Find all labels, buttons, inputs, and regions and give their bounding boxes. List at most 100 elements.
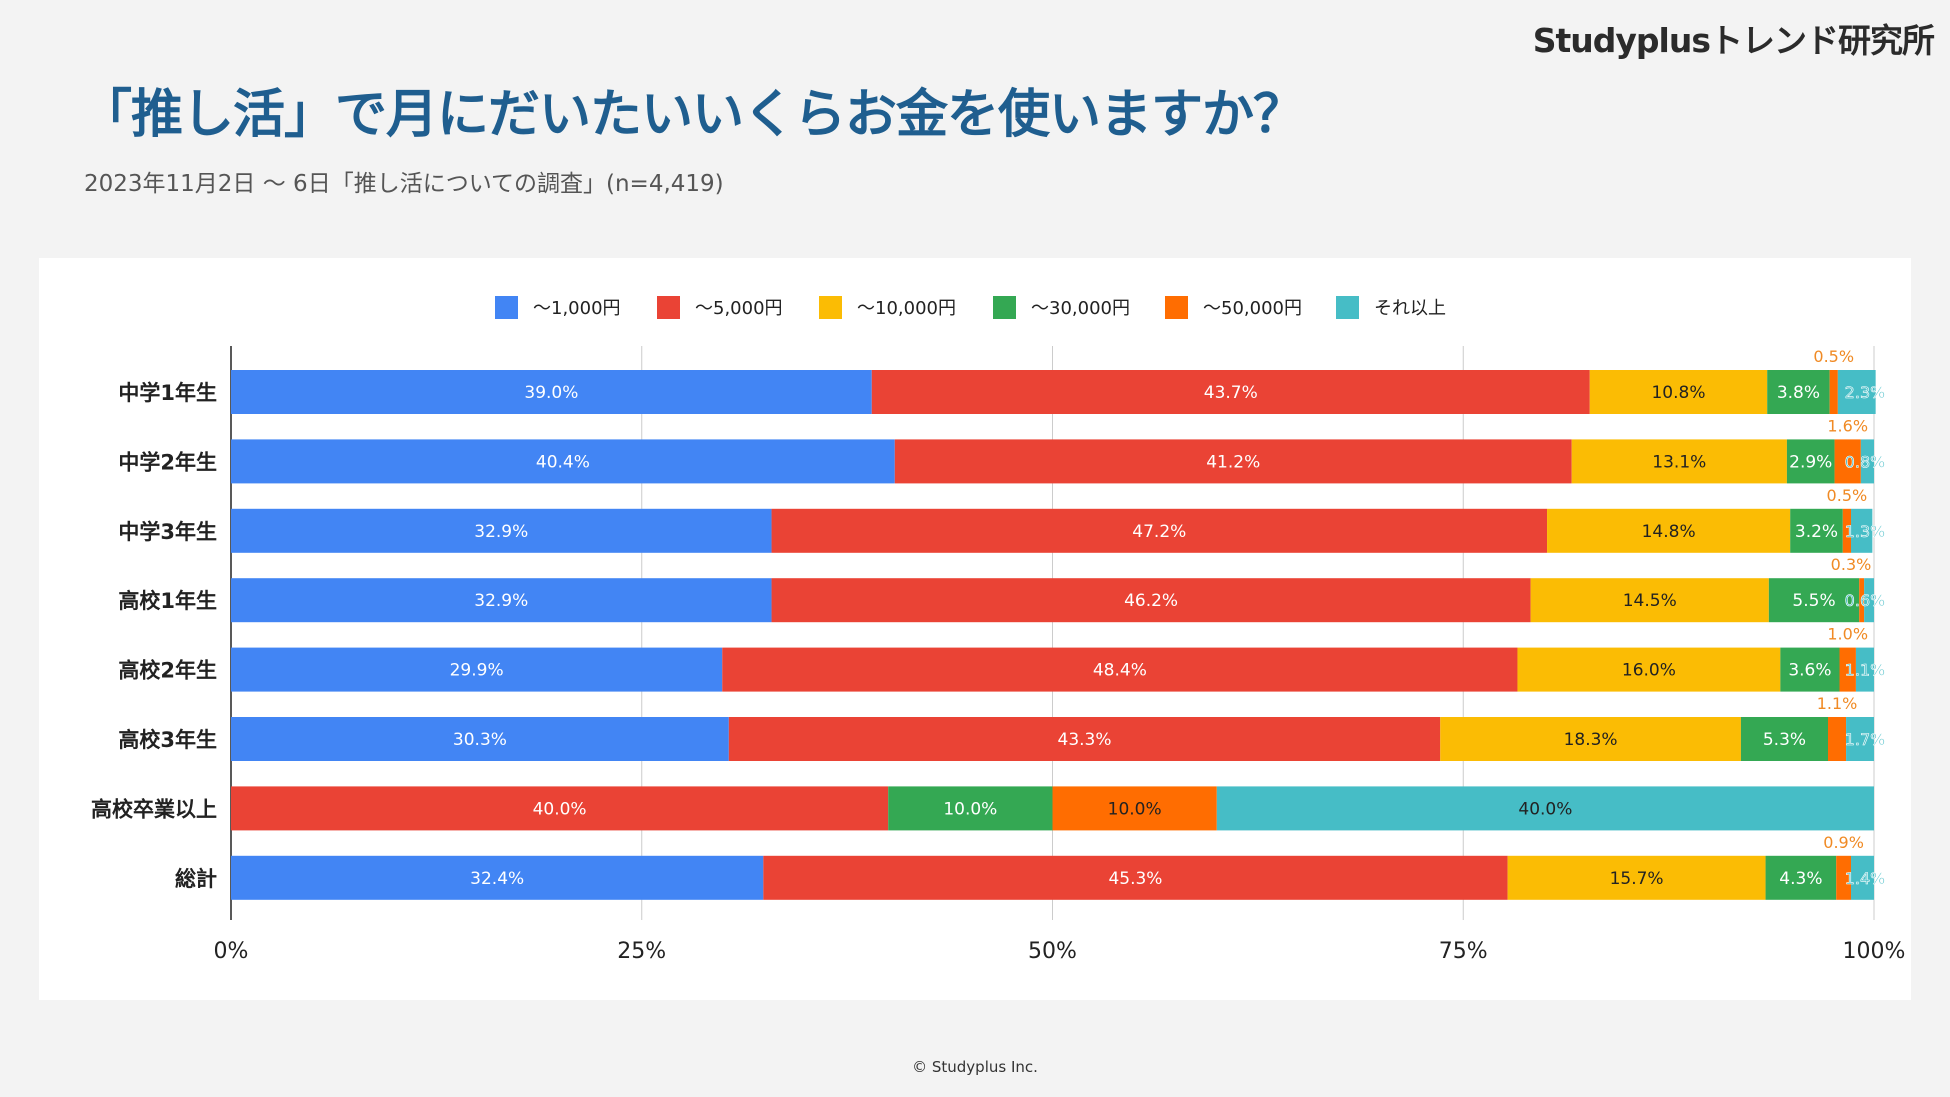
data-label-2-1: 47.2%	[1132, 522, 1186, 542]
legend-label-4: 〜50,000円	[1203, 298, 1302, 319]
category-label-1: 中学2年生	[118, 450, 217, 474]
bar-2-3	[1790, 508, 1843, 553]
bar-0-1	[871, 370, 1590, 414]
data-label-5-3: 5.3%	[1763, 730, 1806, 750]
data-label-1-2: 13.1%	[1652, 452, 1706, 472]
bar-0-2	[1589, 370, 1768, 414]
legend-swatch-2	[819, 296, 842, 319]
category-label-0: 中学1年生	[118, 381, 217, 405]
x-tick-label-0: 0%	[214, 939, 249, 964]
category-label-2: 中学3年生	[118, 520, 217, 544]
data-label-4-2: 16.0%	[1622, 661, 1676, 681]
bar-3-5	[1864, 578, 1874, 623]
bar-3-4	[1859, 578, 1865, 623]
data-label-6-4: 10.0%	[1108, 799, 1162, 819]
x-tick-label-3: 75%	[1439, 939, 1488, 964]
bar-2-5	[1850, 508, 1873, 553]
bar-3-2	[1530, 578, 1769, 623]
data-label-5-5: 1.7%	[1845, 730, 1886, 749]
bar-7-1	[763, 855, 1508, 900]
data-label-7-5: 1.4%	[1845, 869, 1886, 888]
bar-1-5	[1860, 439, 1874, 484]
bar-1-3	[1786, 439, 1835, 484]
category-label-3: 高校1年生	[118, 589, 217, 613]
data-label-4-1: 48.4%	[1093, 661, 1147, 681]
bar-6-5	[1216, 786, 1874, 831]
legend-label-0: 〜1,000円	[533, 298, 621, 319]
bar-5-4	[1827, 717, 1847, 761]
bar-3-1	[771, 578, 1531, 623]
bar-7-3	[1765, 855, 1837, 900]
data-label-0-5: 2.3%	[1845, 383, 1886, 402]
bar-1-0	[231, 439, 895, 484]
data-label-3-1: 46.2%	[1124, 591, 1178, 611]
data-label-0-3: 3.8%	[1777, 383, 1820, 403]
data-label-4-3: 3.6%	[1788, 661, 1831, 681]
bar-2-2	[1547, 508, 1791, 553]
data-label-7-1: 45.3%	[1108, 869, 1162, 889]
data-label-0-0: 39.0%	[524, 383, 578, 403]
bar-4-0	[231, 647, 723, 692]
data-label-4-0: 29.9%	[450, 661, 504, 681]
category-label-7: 総計	[175, 867, 217, 891]
bar-0-5	[1837, 370, 1876, 414]
bar-4-1	[722, 647, 1518, 692]
bar-6-4	[1052, 786, 1217, 831]
bar-6-1	[231, 786, 889, 831]
legend-swatch-3	[993, 296, 1016, 319]
brand-logo: Studyplusトレンド研究所	[1532, 21, 1935, 60]
bar-7-5	[1850, 855, 1874, 900]
data-label-1-1: 41.2%	[1206, 452, 1260, 472]
data-label-7-0: 32.4%	[470, 869, 524, 889]
bar-0-4	[1829, 370, 1838, 414]
legend-swatch-1	[657, 296, 680, 319]
data-label-3-4: 0.3%	[1831, 555, 1872, 574]
stacked-bar-chart: 〜1,000円 〜5,000円 〜10,000円 〜30,000円 〜50,000円 それ…	[91, 296, 1905, 964]
data-label-6-1: 40.0%	[533, 799, 587, 819]
legend-label-3: 〜30,000円	[1031, 298, 1130, 319]
data-label-1-0: 40.4%	[536, 452, 590, 472]
data-label-1-3: 2.9%	[1789, 452, 1832, 472]
data-label-2-4: 0.5%	[1827, 486, 1868, 505]
bar-4-3	[1780, 647, 1840, 692]
x-tick-label-1: 25%	[617, 939, 666, 964]
legend-swatch-0	[495, 296, 518, 319]
bar-4-4	[1839, 647, 1856, 692]
data-label-5-4: 1.1%	[1817, 694, 1858, 713]
data-label-7-2: 15.7%	[1610, 869, 1664, 889]
legend-swatch-5	[1336, 296, 1359, 319]
data-label-3-5: 0.6%	[1845, 591, 1886, 610]
data-label-5-2: 18.3%	[1564, 730, 1618, 750]
bar-4-5	[1855, 647, 1874, 692]
bar-5-3	[1740, 717, 1828, 761]
data-label-2-5: 1.3%	[1845, 522, 1886, 541]
category-label-5: 高校3年生	[118, 728, 217, 752]
x-tick-label-2: 50%	[1028, 939, 1077, 964]
bar-5-0	[231, 717, 729, 761]
bar-2-1	[771, 508, 1548, 553]
bar-7-0	[231, 855, 764, 900]
data-label-0-4: 0.5%	[1813, 347, 1854, 366]
data-label-5-1: 43.3%	[1058, 730, 1112, 750]
data-label-0-2: 10.8%	[1651, 383, 1705, 403]
bar-5-2	[1440, 717, 1741, 761]
data-label-1-4: 1.6%	[1827, 416, 1868, 435]
bar-1-4	[1834, 439, 1861, 484]
chart-card: 〜1,000円 〜5,000円 〜10,000円 〜30,000円 〜50,000円 それ…	[39, 258, 1911, 1000]
data-label-3-0: 32.9%	[474, 591, 528, 611]
category-label-4: 高校2年生	[118, 659, 217, 683]
data-label-6-5: 40.0%	[1518, 799, 1572, 819]
data-label-6-3: 10.0%	[943, 799, 997, 819]
bar-0-0	[231, 370, 872, 414]
bar-6-3	[888, 786, 1053, 831]
bar-1-2	[1571, 439, 1787, 484]
bar-5-1	[728, 717, 1441, 761]
bar-3-3	[1768, 578, 1860, 623]
data-label-3-2: 14.5%	[1623, 591, 1677, 611]
data-label-2-0: 32.9%	[474, 522, 528, 542]
data-label-2-3: 3.2%	[1795, 522, 1838, 542]
legend-label-5: それ以上	[1374, 298, 1446, 319]
bar-5-5	[1846, 717, 1874, 761]
bar-7-2	[1507, 855, 1766, 900]
data-label-1-5: 0.8%	[1845, 452, 1886, 471]
